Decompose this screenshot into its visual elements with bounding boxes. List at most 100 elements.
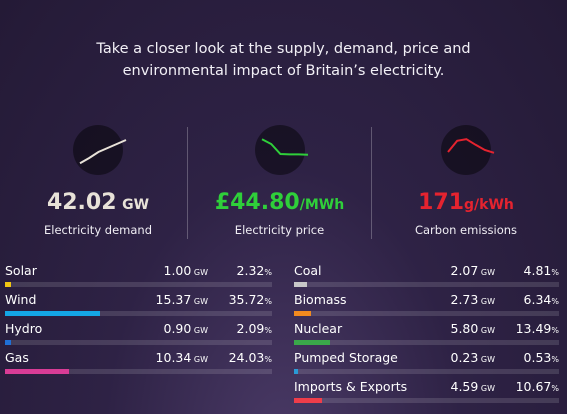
share-bar-fill bbox=[5, 340, 11, 345]
share-bar-fill bbox=[294, 369, 298, 374]
source-name: Hydro bbox=[5, 321, 43, 336]
share-bar-track bbox=[5, 369, 272, 374]
carbon-metric[interactable]: 171g/kWh Carbon emissions bbox=[382, 124, 550, 237]
percent-unit: % bbox=[551, 384, 559, 393]
price-unit: /MWh bbox=[299, 197, 345, 213]
intro-text: Take a closer look at the supply, demand… bbox=[0, 38, 567, 82]
source-row-imports-exports[interactable]: Imports & Exports 4.59 GW 10.67% bbox=[294, 377, 559, 405]
carbon-label: Carbon emissions bbox=[414, 223, 518, 237]
share-bar-fill bbox=[5, 282, 12, 287]
source-gw-value: 0.90 GW bbox=[163, 321, 209, 336]
source-name: Wind bbox=[5, 292, 37, 307]
source-gw-value: 2.73 GW bbox=[450, 292, 496, 307]
price-value: £44.80 bbox=[214, 190, 300, 215]
percent-unit: % bbox=[551, 268, 559, 277]
carbon-trend-line bbox=[447, 138, 495, 154]
source-percent-value: 2.09% bbox=[236, 321, 272, 336]
percent-unit: % bbox=[264, 326, 272, 335]
chart-bg bbox=[254, 125, 305, 175]
share-bar-track bbox=[294, 282, 559, 287]
share-bar-fill bbox=[5, 311, 101, 316]
carbon-value-row: 171g/kWh bbox=[382, 190, 550, 215]
divider bbox=[371, 127, 372, 239]
percent-unit: % bbox=[264, 268, 272, 277]
share-bar-track bbox=[294, 340, 559, 345]
share-bar-fill bbox=[294, 340, 330, 345]
demand-unit: GW bbox=[122, 197, 150, 213]
gw-unit: GW bbox=[478, 297, 495, 306]
source-row-solar[interactable]: Solar 1.00 GW 2.32% bbox=[5, 261, 272, 289]
demand-label: Electricity demand bbox=[44, 223, 152, 237]
gw-unit: GW bbox=[191, 297, 208, 306]
source-percent-value: 24.03% bbox=[228, 350, 272, 365]
source-name: Biomass bbox=[294, 292, 347, 307]
source-percent-value: 13.49% bbox=[515, 321, 559, 336]
source-row-biomass[interactable]: Biomass 2.73 GW 6.34% bbox=[294, 290, 559, 318]
price-trend-line bbox=[261, 138, 308, 156]
source-percent-value: 2.32% bbox=[236, 263, 272, 278]
gw-unit: GW bbox=[478, 268, 495, 277]
price-value-row: £44.80/MWh bbox=[197, 190, 362, 215]
source-row-gas[interactable]: Gas 10.34 GW 24.03% bbox=[5, 348, 272, 376]
demand-trend-line bbox=[79, 139, 127, 165]
percent-unit: % bbox=[551, 297, 559, 306]
demand-value-row: 42.02 GW bbox=[18, 190, 178, 215]
demand-metric[interactable]: 42.02 GW Electricity demand bbox=[18, 124, 178, 237]
intro-line-1: Take a closer look at the supply, demand… bbox=[96, 41, 471, 57]
source-row-wind[interactable]: Wind 15.37 GW 35.72% bbox=[5, 290, 272, 318]
source-percent-value: 10.67% bbox=[515, 379, 559, 394]
share-bar-track bbox=[294, 311, 559, 316]
source-percent-value: 6.34% bbox=[523, 292, 559, 307]
share-bar-track bbox=[5, 282, 272, 287]
gw-unit: GW bbox=[191, 268, 208, 277]
source-percent-value: 0.53% bbox=[523, 350, 559, 365]
share-bar-track bbox=[5, 340, 272, 345]
percent-unit: % bbox=[264, 355, 272, 364]
source-percent-value: 4.81% bbox=[523, 263, 559, 278]
share-bar-track bbox=[294, 398, 559, 403]
percent-unit: % bbox=[264, 297, 272, 306]
demand-value: 42.02 bbox=[46, 190, 117, 215]
chart-bg bbox=[441, 125, 491, 175]
intro-line-2: environmental impact of Britain’s electr… bbox=[122, 63, 445, 79]
share-bar-track bbox=[5, 311, 272, 316]
percent-unit: % bbox=[551, 355, 559, 364]
gw-unit: GW bbox=[478, 326, 495, 335]
source-row-hydro[interactable]: Hydro 0.90 GW 2.09% bbox=[5, 319, 272, 347]
gw-unit: GW bbox=[191, 355, 208, 364]
price-label: Electricity price bbox=[234, 223, 325, 237]
source-gw-value: 15.37 GW bbox=[155, 292, 208, 307]
source-percent-value: 35.72% bbox=[228, 292, 272, 307]
carbon-trend-chart bbox=[441, 125, 495, 175]
share-bar-track bbox=[294, 369, 559, 374]
share-bar-fill bbox=[294, 311, 311, 316]
source-name: Nuclear bbox=[294, 321, 343, 336]
source-row-nuclear[interactable]: Nuclear 5.80 GW 13.49% bbox=[294, 319, 559, 347]
source-gw-value: 5.80 GW bbox=[450, 321, 496, 336]
demand-trend-chart bbox=[73, 125, 127, 175]
share-bar-fill bbox=[294, 398, 323, 403]
source-name: Imports & Exports bbox=[294, 379, 408, 394]
source-name: Coal bbox=[294, 263, 322, 278]
source-gw-value: 0.23 GW bbox=[450, 350, 496, 365]
gw-unit: GW bbox=[478, 355, 495, 364]
source-gw-value: 10.34 GW bbox=[155, 350, 208, 365]
price-metric[interactable]: £44.80/MWh Electricity price bbox=[197, 124, 362, 237]
percent-unit: % bbox=[551, 326, 559, 335]
divider bbox=[187, 127, 188, 239]
gw-unit: GW bbox=[478, 384, 495, 393]
share-bar-fill bbox=[294, 282, 307, 287]
carbon-value: 171 bbox=[418, 190, 465, 215]
carbon-unit: g/kWh bbox=[464, 197, 514, 213]
source-name: Solar bbox=[5, 263, 37, 278]
source-gw-value: 4.59 GW bbox=[450, 379, 496, 394]
chart-bg bbox=[73, 125, 123, 175]
gw-unit: GW bbox=[191, 326, 208, 335]
source-row-pumped-storage[interactable]: Pumped Storage 0.23 GW 0.53% bbox=[294, 348, 559, 376]
source-gw-value: 2.07 GW bbox=[450, 263, 496, 278]
source-name: Pumped Storage bbox=[294, 350, 398, 365]
price-trend-chart bbox=[254, 125, 308, 175]
source-row-coal[interactable]: Coal 2.07 GW 4.81% bbox=[294, 261, 559, 289]
share-bar-fill bbox=[5, 369, 70, 374]
source-name: Gas bbox=[5, 350, 29, 365]
